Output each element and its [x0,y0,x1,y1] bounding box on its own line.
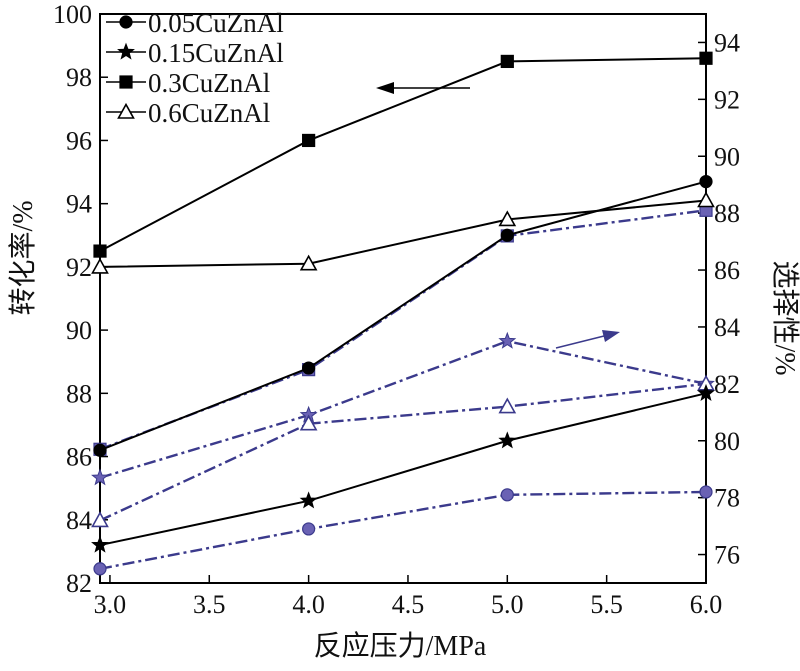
y-left-tick-label: 88 [66,379,92,408]
y-axis-left-label: 转化率/% [7,200,39,315]
y-left-tick-label: 92 [66,253,92,282]
y-left-tick-label: 100 [53,0,92,29]
conversion-series-group [91,51,715,553]
x-tick-label: 4.0 [292,590,325,619]
x-tick-label: 3.5 [193,590,226,619]
selectivity-point-0-05cuznal [93,562,107,576]
selectivity-point-0-15cuznal [91,468,109,486]
y-right-tick-label: 86 [714,256,740,285]
y-right-tick-label: 78 [714,484,740,513]
x-axis-label: 反应压力/MPa [314,630,487,662]
selectivity-point-0-05cuznal [699,485,713,499]
y-right-tick-label: 84 [714,313,740,342]
y-right-tick-label: 88 [714,199,740,228]
y-right-tick-label: 76 [714,541,740,570]
conversion-line-0-6cuznal [99,199,707,268]
selectivity-line-0-3cuznal [99,209,707,451]
y-left-tick-label: 94 [66,190,92,219]
legend-marker-0-3cuznal [119,75,133,89]
y-left-tick-label: 82 [66,569,92,598]
conversion-point-0-6cuznal [697,191,715,208]
conversion-axis-arrow-head [376,82,394,94]
conversion-point-0-05cuznal [93,443,107,457]
conversion-point-0-6cuznal [91,257,109,274]
conversion-point-0-15cuznal [91,535,109,553]
conversion-point-0-05cuznal [699,174,713,189]
y-left-tick-label: 90 [66,316,92,345]
selectivity-axis-arrow-head [602,330,620,342]
y-left-tick-label: 86 [66,443,92,472]
conversion-line-0-3cuznal [99,57,707,252]
conversion-point-0-3cuznal [93,244,107,258]
conversion-point-0-15cuznal [498,431,517,449]
selectivity-axis-arrow-shaft [555,335,605,349]
y-right-tick-label: 80 [714,427,740,456]
conversion-line-0-15cuznal [99,392,707,547]
selectivity-series-group [91,203,715,576]
y-right-tick-label: 94 [714,28,740,57]
conversion-line-0-05cuznal [99,180,707,452]
x-tick-label: 6.0 [690,590,723,619]
legend-label-0-6cuznal: 0.6CuZnAl [148,98,270,128]
legend-marker-0-6cuznal [117,102,135,119]
conversion-point-0-3cuznal [302,133,316,148]
y-left-tick-label: 96 [66,126,92,155]
legend-marker-0-15cuznal [117,42,135,60]
x-tick-label: 3.0 [94,590,127,619]
legend-label-0-3cuznal: 0.3CuZnAl [148,68,270,98]
axes: 3.0 3.5 4.0 4.5 5.0 5.5 6.0 82 84 86 88 90 92 94 96 98 1… [53,0,740,619]
y-left-tick-label: 84 [66,506,92,535]
conversion-point-0-15cuznal [697,383,715,401]
x-tick-label: 4.5 [392,590,425,619]
selectivity-point-0-6cuznal [498,397,517,414]
y-right-tick-label: 90 [714,142,740,171]
selectivity-point-0-6cuznal [299,414,318,431]
conversion-point-0-6cuznal [299,254,318,271]
conversion-point-0-05cuznal [302,361,316,375]
conversion-point-0-15cuznal [299,491,318,509]
selectivity-line-0-6cuznal [99,382,707,522]
conversion-point-0-3cuznal [699,51,713,65]
x-tick-label: 5.5 [590,590,623,619]
y-left-tick-label: 98 [66,63,92,92]
plot-frame [99,13,707,584]
x-tick-label: 5.0 [491,590,524,619]
selectivity-point-0-15cuznal [498,331,517,349]
y-right-tick-label: 92 [714,85,740,114]
selectivity-point-0-6cuznal [91,511,109,528]
annotations [376,82,620,349]
conversion-point-0-6cuznal [498,210,517,227]
legend-label-0-15cuznal: 0.15CuZnAl [148,38,284,68]
y-axis-right-label: 选择性/% [769,260,800,375]
selectivity-line-0-05cuznal [99,490,707,570]
conversion-point-0-3cuznal [500,54,514,69]
legend-label-0-05cuznal: 0.05CuZnAl [148,8,284,38]
y-right-tick-label: 82 [714,370,740,399]
selectivity-point-0-05cuznal [302,522,316,536]
conversion-point-0-05cuznal [500,228,514,242]
legend-marker-0-05cuznal [119,15,133,29]
selectivity-point-0-05cuznal [500,488,514,502]
selectivity-line-0-15cuznal [99,339,707,479]
